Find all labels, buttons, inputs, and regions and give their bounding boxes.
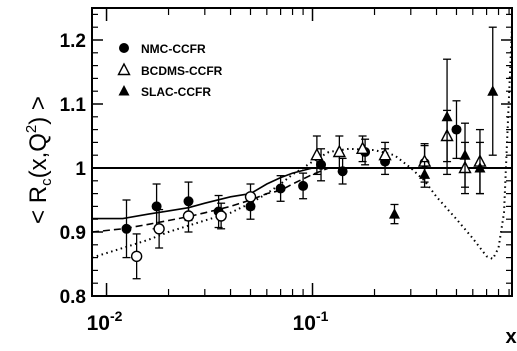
marker-filled-triangle <box>459 149 471 160</box>
marker-filled-triangle <box>441 110 453 122</box>
plot-frame <box>91 7 513 297</box>
marker-open-triangle <box>332 144 347 158</box>
tick-labels: 0.8 0.9 1 1.1 1.2 10-2 10-1 <box>60 31 329 335</box>
y-tick-label: 0.9 <box>60 223 86 244</box>
data-point-s3-4 <box>244 183 257 211</box>
marker-filled-triangle <box>474 162 486 173</box>
marker-filled-circle <box>151 201 162 212</box>
data-point-s3-3 <box>215 202 227 230</box>
axis-ticks <box>92 8 512 297</box>
y-tick-label: 1.1 <box>60 95 87 116</box>
data-point-s1-3 <box>378 141 392 169</box>
x-tick-label: 10-2 <box>87 308 123 335</box>
marker-open-triangle <box>355 141 370 155</box>
data-point-s1-2 <box>355 135 370 163</box>
marker-filled-circle <box>275 183 286 194</box>
marker-filled-triangle <box>388 208 400 219</box>
x-tick-label: 10-1 <box>293 308 329 335</box>
marker-filled-circle <box>451 124 462 135</box>
legend-markers <box>117 43 131 96</box>
legend-marker-filled-triangle <box>118 85 130 96</box>
y-tick-label: 1 <box>75 159 86 180</box>
curve-dotted-3 <box>91 27 513 261</box>
data-point-s0-8 <box>337 157 348 185</box>
theory-curves <box>91 27 513 261</box>
legend-marker-filled-circle <box>119 43 129 53</box>
legend-label-slac: SLAC-CCFR <box>141 85 211 99</box>
data-point-s3-0 <box>130 233 143 280</box>
data-point-s0-12 <box>451 100 462 160</box>
curve-dashed-2 <box>91 167 512 233</box>
marker-filled-circle <box>121 223 132 234</box>
legend: NMC-CCFR BCDMS-CCFR SLAC-CCFR <box>117 42 223 99</box>
marker-filled-triangle <box>487 85 499 96</box>
y-axis-title: < Rc(x,Q2) > <box>23 96 55 224</box>
marker-filled-circle <box>316 159 327 170</box>
data-point-s1-0 <box>310 135 324 176</box>
data-point-s3-1 <box>153 208 165 249</box>
data-point-s0-5 <box>275 175 286 202</box>
marker-open-circle <box>153 223 165 235</box>
data-point-s2-1 <box>419 160 431 188</box>
data-point-s2-3 <box>459 122 471 188</box>
marker-open-circle <box>215 210 227 222</box>
data-point-s0-6 <box>298 172 309 200</box>
data-point-s2-0 <box>388 203 400 225</box>
marker-filled-triangle <box>419 168 431 179</box>
data-point-s2-5 <box>487 26 499 156</box>
legend-label-nmc: NMC-CCFR <box>141 42 206 56</box>
legend-marker-open-triangle <box>117 62 131 76</box>
data-point-s2-4 <box>474 141 486 195</box>
data-point-s0-0 <box>121 199 132 259</box>
x-axis-title: x <box>505 326 516 348</box>
data-point-s1-1 <box>332 135 347 169</box>
marker-open-circle <box>182 210 195 222</box>
marker-filled-circle <box>337 166 348 177</box>
data-point-s2-2 <box>441 58 453 176</box>
marker-filled-circle <box>298 180 309 191</box>
legend-label-bcdms: BCDMS-CCFR <box>141 64 223 78</box>
marker-open-circle <box>130 250 143 263</box>
y-tick-label: 1.2 <box>60 31 86 52</box>
marker-open-triangle <box>378 147 392 161</box>
marker-open-triangle <box>310 147 324 161</box>
y-tick-label: 0.8 <box>60 287 86 308</box>
marker-open-circle <box>244 191 257 203</box>
data-points <box>121 26 499 280</box>
data-point-s3-2 <box>182 199 195 233</box>
data-point-s0-7 <box>316 148 327 182</box>
